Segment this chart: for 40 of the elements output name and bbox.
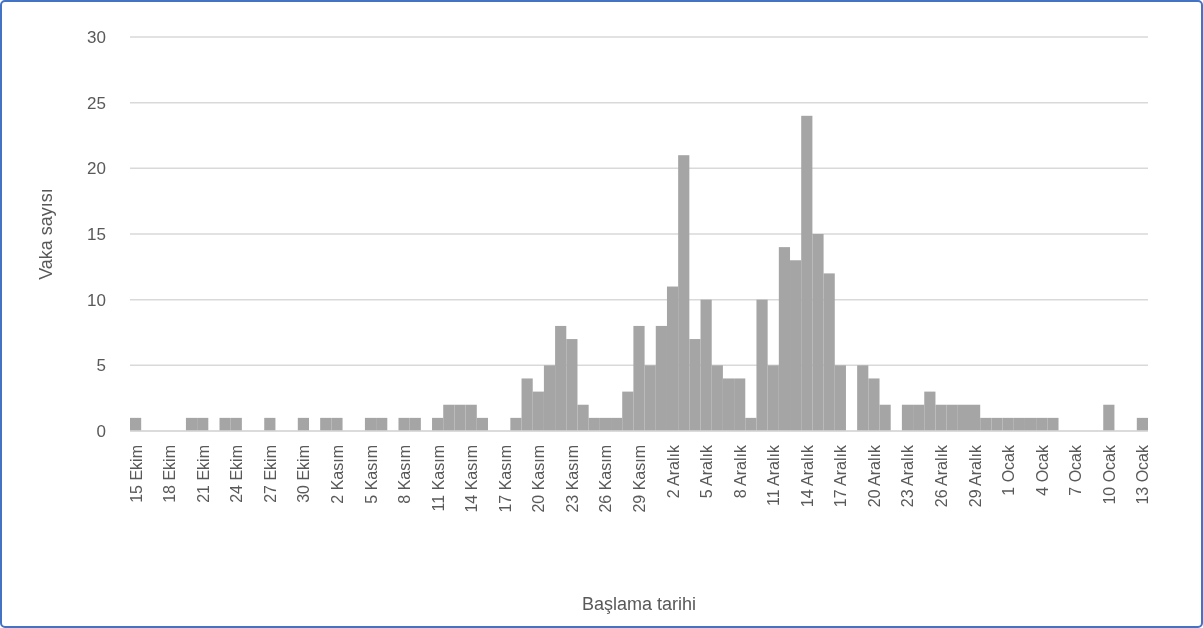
x-tick-label: 23 Aralık: [899, 444, 917, 508]
x-tick-label: 1 Ocak: [1000, 444, 1018, 496]
x-tick-label: 29 Kasım: [631, 445, 648, 513]
x-tick-label: 8 Aralık: [731, 444, 749, 499]
y-tick-label: 0: [96, 421, 106, 441]
y-tick-label: 30: [87, 27, 106, 47]
x-tick-label: 2 Aralık: [664, 444, 682, 499]
x-tick-label: 14 Aralık: [798, 444, 816, 508]
y-tick-label: 20: [87, 159, 106, 179]
x-tick-label: 29 Aralık: [966, 444, 984, 508]
x-axis-title: Başlama tarihi: [581, 594, 697, 614]
x-tick-label: 23 Kasım: [563, 445, 581, 513]
x-tick-label: 26 Kasım: [597, 445, 615, 513]
x-tick-label: 11 Kasım: [429, 445, 447, 512]
x-tick-label: 11 Aralık: [765, 444, 783, 507]
x-tick-label: 5 Aralık: [698, 444, 716, 499]
y-tick-label: 25: [87, 93, 106, 113]
x-tick-label: 30 Ekim: [295, 445, 313, 503]
x-tick-label: 20 Aralık: [865, 444, 883, 508]
x-tick-label: 14 Kasım: [463, 445, 481, 513]
x-tick-label: 27 Ekim: [261, 445, 279, 503]
x-tick-label: 26 Aralık: [933, 444, 951, 508]
x-tick-label: 7 Ocak: [1067, 444, 1085, 496]
x-tick-label: 17 Kasım: [496, 445, 514, 513]
x-tick-label: 17 Aralık: [832, 444, 850, 508]
x-tick-label: 2 Kasım: [328, 445, 346, 504]
x-tick-label: 15 Ekim: [127, 445, 145, 503]
y-tick-label: 5: [96, 356, 106, 376]
y-axis-title: Vaka sayısı: [36, 188, 56, 280]
y-tick-label: 10: [87, 290, 106, 310]
x-tick-label: 20 Kasım: [530, 445, 548, 513]
x-tick-label: 21 Ekim: [194, 445, 212, 503]
x-tick-label: 10 Ocak: [1100, 444, 1118, 505]
x-tick-label: 5 Kasım: [362, 445, 380, 504]
x-tick-label: 18 Ekim: [161, 445, 179, 503]
x-tick-label: 4 Ocak: [1033, 444, 1051, 496]
x-tick-label: 13 Ocak: [1134, 444, 1152, 505]
x-tick-label: 24 Ekim: [228, 445, 246, 503]
y-tick-label: 15: [87, 224, 106, 244]
x-tick-label: 8 Kasım: [396, 445, 414, 504]
